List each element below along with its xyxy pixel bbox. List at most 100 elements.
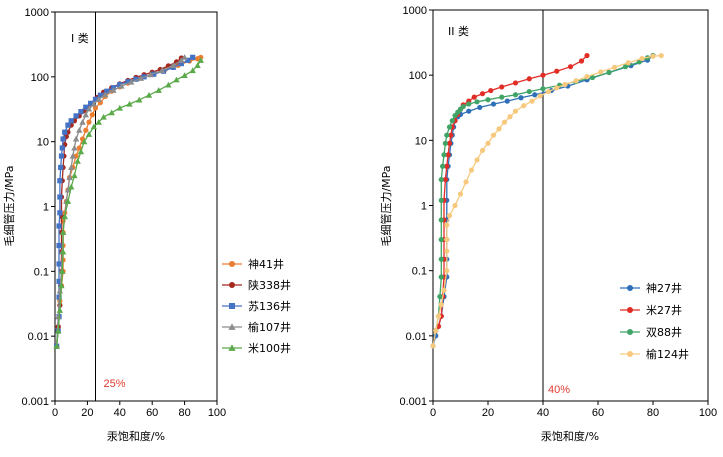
data-point: [441, 287, 447, 293]
data-point: [100, 113, 107, 120]
data-point: [181, 72, 188, 79]
x-ticks-right: 0 20 40 60 80 100: [430, 401, 717, 419]
data-point: [438, 256, 444, 262]
data-point: [197, 57, 204, 63]
data-point: [56, 278, 62, 284]
data-point: [463, 179, 469, 185]
data-point: [466, 108, 472, 114]
series-神41井: [54, 54, 204, 349]
data-point: [512, 80, 519, 86]
data-point: [442, 176, 448, 183]
y-tick-label: 0.01: [406, 331, 427, 343]
legend-item: 苏136井: [222, 299, 291, 313]
legend-label: 榆107井: [248, 320, 291, 334]
y-tick-label: 1: [43, 202, 49, 214]
data-point: [95, 96, 102, 102]
data-point: [61, 213, 68, 220]
legend-marker: [627, 285, 633, 291]
legend-label: 神41井: [248, 257, 284, 271]
series-line: [55, 59, 202, 347]
legend-item: 米100井: [222, 341, 291, 355]
data-point: [127, 78, 135, 85]
data-point: [173, 76, 180, 83]
y-tick-label: 1000: [403, 5, 427, 17]
data-point: [68, 183, 75, 190]
data-point: [521, 103, 527, 109]
data-point: [471, 94, 477, 100]
legend-marker: [627, 307, 633, 313]
data-point: [438, 302, 444, 308]
data-point: [95, 118, 102, 125]
y-tick-label: 0.01: [28, 331, 49, 343]
y-axis-label-left: 毛细管压力/MPa: [2, 165, 16, 246]
data-point: [178, 57, 185, 63]
series-榆124井: [430, 52, 664, 349]
data-point: [64, 186, 72, 193]
data-point: [445, 152, 451, 158]
data-point: [133, 76, 139, 82]
data-point: [64, 198, 72, 204]
data-point: [155, 87, 162, 93]
data-point: [74, 157, 81, 164]
data-point: [444, 236, 450, 243]
data-point: [485, 140, 491, 146]
data-point: [68, 164, 75, 171]
data-point: [189, 67, 196, 74]
x-axis-label-left: 汞饱和度/%: [107, 429, 165, 443]
data-point: [165, 81, 172, 88]
panel-label-left: I 类: [71, 31, 89, 45]
x-tick-label: 40: [114, 407, 126, 419]
series-line: [55, 56, 186, 347]
legend-item: 陕338井: [222, 278, 291, 292]
data-point: [449, 118, 455, 124]
data-point: [79, 118, 86, 125]
data-point: [444, 248, 450, 254]
legend-label: 双88井: [646, 325, 682, 339]
ref-label-right: 40%: [548, 384, 570, 396]
data-point: [56, 242, 62, 249]
data-point: [488, 87, 494, 94]
data-point: [92, 105, 99, 111]
series-line: [55, 57, 182, 347]
data-point: [438, 176, 444, 183]
data-point: [485, 97, 491, 103]
x-tick-label: 0: [430, 407, 436, 419]
x-tick-label: 60: [592, 407, 604, 419]
data-point: [59, 248, 67, 255]
x-ticks-left: 0 20 40 60 80 100: [52, 401, 226, 419]
data-point: [71, 144, 78, 151]
y-tick-label: 100: [409, 70, 427, 82]
data-point: [584, 74, 590, 80]
data-point: [59, 229, 67, 235]
data-point: [562, 81, 568, 88]
data-point: [158, 67, 166, 74]
data-point: [59, 145, 65, 151]
legend-label: 榆124井: [646, 347, 689, 361]
data-point: [504, 98, 510, 104]
data-point: [145, 92, 153, 98]
data-point: [540, 86, 546, 92]
data-point: [526, 76, 532, 82]
data-point: [57, 178, 63, 184]
legend-marker: [229, 282, 235, 288]
y-tick-label: 0.1: [412, 266, 427, 278]
data-point: [66, 174, 73, 181]
data-point: [567, 64, 574, 70]
y-tick-label: 10: [37, 137, 49, 149]
x-tick-label: 100: [699, 407, 717, 419]
legend-marker: [228, 344, 236, 351]
data-point: [446, 124, 453, 130]
data-point: [56, 287, 64, 294]
data-point: [65, 122, 71, 128]
data-point: [474, 99, 480, 105]
data-point: [457, 191, 464, 197]
y-tick-label: 1: [421, 201, 427, 213]
data-point: [537, 93, 543, 99]
panel-right: II 类 汞饱和度/% 毛细管压力/MPa 0 20 40 60 80 100 0.001…: [379, 5, 717, 443]
y-ticks-right: 0.001 0.01 0.1 1 10 100 1000: [399, 5, 433, 408]
ref-label-left: 25%: [104, 378, 126, 390]
data-point: [71, 172, 78, 179]
data-point: [194, 62, 201, 68]
legend-label: 米100井: [248, 341, 291, 355]
